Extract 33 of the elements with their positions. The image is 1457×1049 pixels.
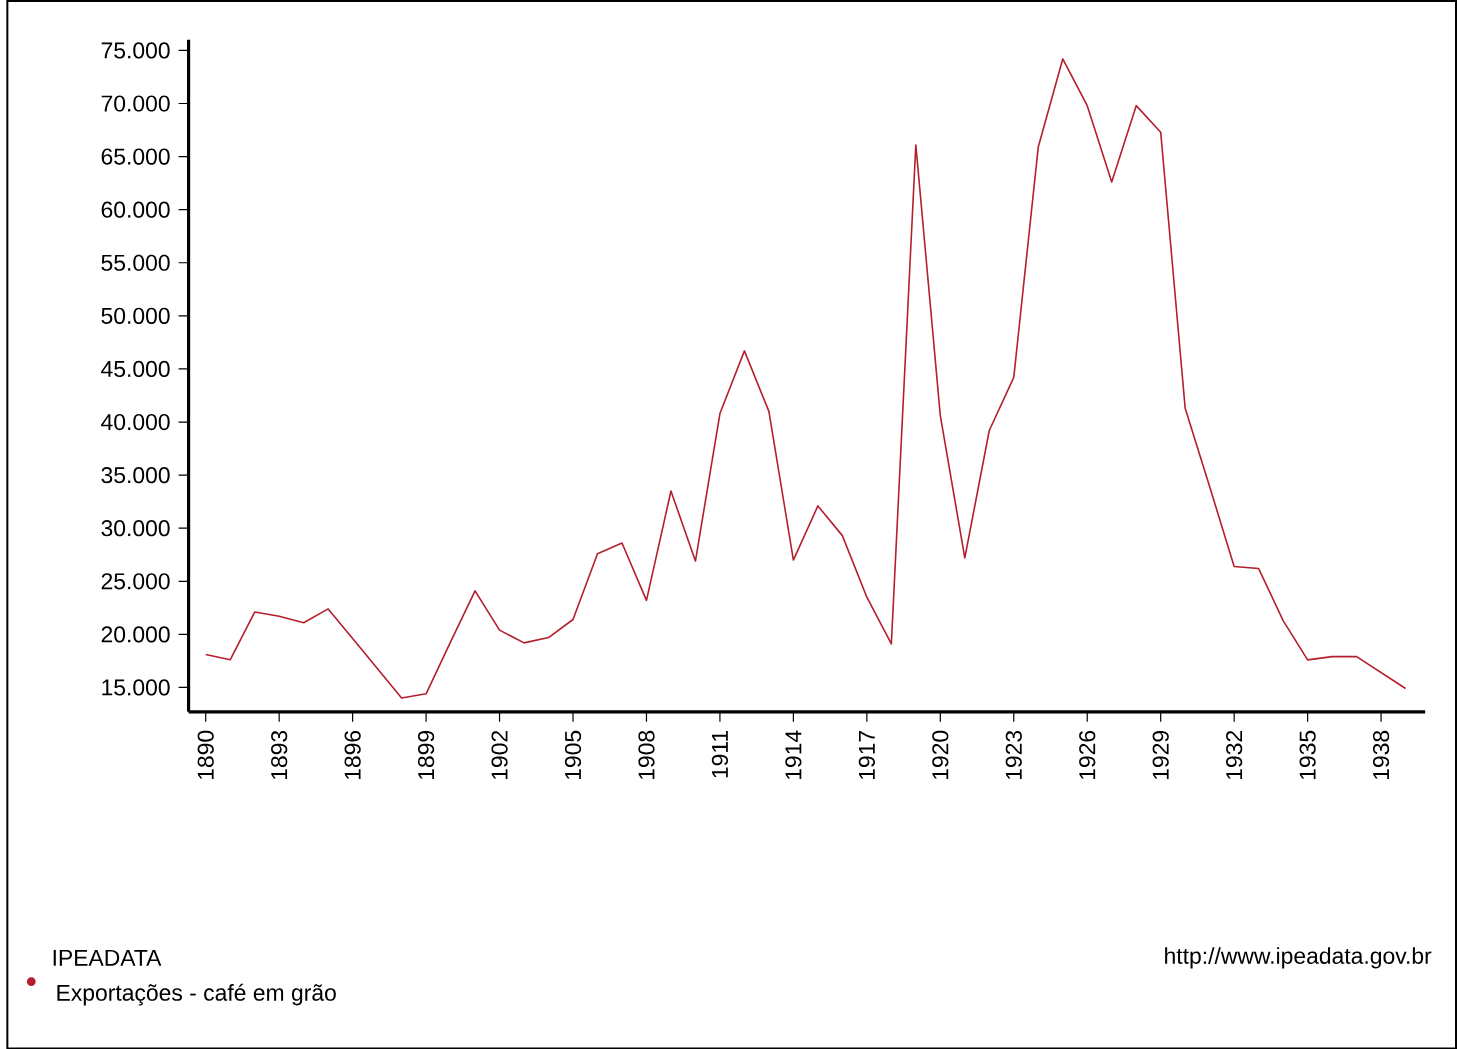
y-tick-label: 50.000 <box>101 307 170 324</box>
y-tick-label: 20.000 <box>101 626 170 643</box>
x-tick-label: 1917 <box>858 730 875 779</box>
y-tick-label: 15.000 <box>102 679 170 696</box>
x-tick-label: 1902 <box>491 730 508 779</box>
x-tick-label: 1914 <box>785 730 802 779</box>
text: http://www.ipeadata.gov.br <box>1165 946 1432 969</box>
legend-label: Exportações - café em grão <box>57 983 336 1006</box>
x-tick-label: 1905 <box>564 730 582 779</box>
y-tick-label: 75.000 <box>101 42 170 59</box>
x-tick-label: 1923 <box>1005 730 1022 779</box>
y-tick-label: 45.000 <box>101 360 170 377</box>
x-tick-label: 1929 <box>1152 730 1169 779</box>
x-tick-label: 1926 <box>1079 730 1096 779</box>
x-tick-label: 1938 <box>1372 730 1390 779</box>
y-tick-label: 30.000 <box>101 519 170 537</box>
y-tick-label: 60.000 <box>101 201 170 218</box>
x-tick-label: 1935 <box>1299 730 1316 779</box>
legend-title: IPEADATA <box>53 949 162 966</box>
x-tick-label: 1893 <box>271 730 288 779</box>
x-tick-label: 1896 <box>344 730 361 779</box>
x-tick-label: 1890 <box>197 730 214 779</box>
y-tick-label: 35.000 <box>101 466 170 484</box>
x-tick-label: 1932 <box>1226 730 1243 779</box>
y-tick-label: 65.000 <box>101 148 170 165</box>
x-tick-label: 1899 <box>417 730 435 779</box>
y-tick-label: 55.000 <box>101 254 170 271</box>
y-tick-label: 40.000 <box>101 413 170 430</box>
x-tick-label: 1908 <box>638 730 655 779</box>
x-tick-label: 1911 <box>711 730 729 778</box>
y-tick-label: 25.000 <box>101 572 170 590</box>
y-tick-label: 70.000 <box>101 95 170 112</box>
x-tick-label: 1920 <box>932 730 949 779</box>
